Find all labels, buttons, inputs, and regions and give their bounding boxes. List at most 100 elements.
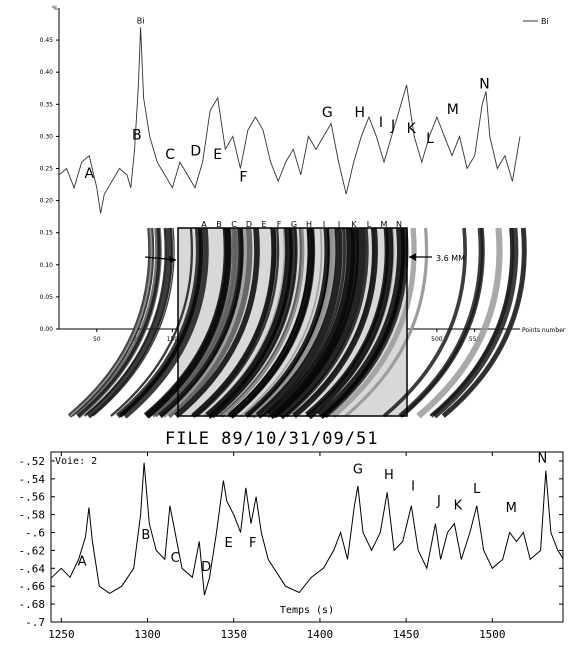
photo-band — [154, 227, 239, 418]
photo-band — [292, 227, 378, 419]
bottom-peak-letter: D — [201, 560, 211, 575]
photo-band — [122, 227, 209, 419]
bottom-peak-letter: N — [537, 452, 547, 467]
top-y-tick-label: 0.15 — [40, 230, 54, 237]
photo-band — [429, 227, 515, 418]
top-y-tick-label: 0.20 — [40, 198, 54, 205]
bottom-y-tick-label: -.62 — [19, 544, 46, 557]
photo-top-letter: B — [216, 220, 222, 229]
top-peak-letter: H — [355, 105, 366, 121]
bottom-peak-letter: E — [224, 536, 232, 551]
photo-band — [83, 227, 167, 417]
file-title: FILE 89/10/31/09/51 — [165, 429, 378, 449]
photo-top-letter: N — [396, 220, 402, 229]
top-peak-letter: E — [213, 147, 222, 163]
bottom-y-tick-label: -.7 — [25, 616, 45, 629]
top-peak-letter: G — [322, 105, 333, 121]
top-x-axis-label: Points number — [522, 327, 566, 334]
photo-band — [239, 227, 323, 417]
photo-band — [85, 227, 173, 419]
photo-top-letter: F — [277, 220, 282, 229]
photo-band — [382, 227, 467, 418]
bottom-y-tick-label: -.66 — [19, 580, 46, 593]
photo-band — [305, 227, 394, 420]
photo-band — [77, 227, 161, 418]
micrograph-photo: A B C D E F G H I J K L M N 3.6 MM — [68, 220, 527, 420]
bottom-peak-letter: L — [473, 482, 481, 497]
photo-band — [143, 227, 231, 419]
top-peak-letter: A — [84, 166, 94, 182]
bottom-y-tick-label: -.56 — [19, 491, 46, 504]
photo-top-letter: A — [201, 220, 207, 229]
photo-top-letter: K — [351, 220, 357, 229]
bottom-y-tick-label: -.52 — [19, 455, 46, 468]
top-y-tick-label: 0.35 — [40, 101, 54, 108]
photo-band — [432, 227, 519, 419]
photo-band — [277, 227, 366, 420]
photo-scale-label: 3.6 MM — [436, 254, 465, 263]
bottom-peak-letter: M — [506, 501, 517, 516]
bottom-peak-letter: A — [78, 555, 87, 570]
photo-top-letter: G — [291, 220, 297, 229]
photo-frame — [177, 227, 408, 417]
photo-band — [214, 227, 298, 417]
bottom-peak-letter: G — [353, 462, 363, 477]
photo-band — [244, 227, 330, 418]
bottom-y-tick-label: -.58 — [19, 509, 46, 522]
bottom-channel-label: Voie: 2 — [55, 456, 97, 467]
photo-top-letter: E — [261, 220, 266, 229]
photo-band — [69, 227, 153, 417]
bottom-peak-letter: I — [411, 479, 415, 494]
bottom-peak-letter: F — [249, 536, 256, 551]
photo-top-letter: M — [381, 220, 388, 229]
photo-top-letter: D — [246, 220, 252, 229]
top-peak-letter: L — [426, 131, 434, 147]
photo-top-letter: L — [367, 220, 372, 229]
bottom-x-tick-label: 1350 — [220, 628, 247, 641]
top-y-tick-label: 0.30 — [40, 133, 54, 140]
photo-band — [416, 227, 503, 419]
top-peak-letter: J — [390, 118, 395, 134]
top-peak-letter: I — [379, 115, 383, 131]
bottom-x-tick-label: 1250 — [48, 628, 75, 641]
bottom-x-tick-label: 1450 — [393, 628, 420, 641]
photo-band — [92, 227, 175, 417]
photo-band — [441, 227, 527, 418]
top-x-tick-label: 500 — [431, 336, 443, 343]
bottom-x-tick-label: 1300 — [134, 628, 161, 641]
bottom-y-tick-label: -.68 — [19, 598, 46, 611]
top-series-line — [58, 27, 521, 214]
top-peak-letter: K — [407, 121, 417, 137]
bottom-x-axis-label: Temps (s) — [280, 605, 334, 616]
top-y-unit: % — [52, 5, 58, 12]
photo-band — [205, 227, 293, 419]
photo-band — [191, 227, 277, 418]
photo-top-letter: H — [306, 220, 312, 229]
photo-band — [267, 227, 356, 420]
photo-band — [90, 227, 173, 417]
photo-band — [344, 227, 429, 418]
top-y-tick-label: 0.10 — [40, 262, 54, 269]
top-peak-label: Bi — [137, 16, 145, 25]
bottom-x-tick-label: 1400 — [307, 628, 334, 641]
photo-right-arrow-head — [409, 253, 416, 261]
top-peak-letter: F — [239, 169, 247, 185]
photo-top-letter: I — [323, 220, 325, 229]
top-y-tick-label: 0.25 — [40, 166, 54, 173]
bottom-peak-letter: K — [454, 498, 463, 513]
bottom-peak-letter: H — [384, 468, 394, 483]
photo-band — [227, 227, 315, 419]
photo-top-letter: C — [231, 220, 237, 229]
photo-band — [166, 227, 253, 419]
top-y-tick-label: 0.00 — [40, 326, 54, 333]
top-peak-letter: M — [447, 102, 459, 118]
photo-band — [221, 227, 304, 417]
bottom-peak-letter: J — [436, 494, 441, 509]
photo-band — [196, 227, 280, 417]
top-x-tick-label: 550 — [469, 336, 481, 343]
top-peak-letter: D — [190, 144, 201, 160]
top-x-tick-label: 50 — [93, 336, 101, 343]
photo-band — [400, 227, 485, 418]
